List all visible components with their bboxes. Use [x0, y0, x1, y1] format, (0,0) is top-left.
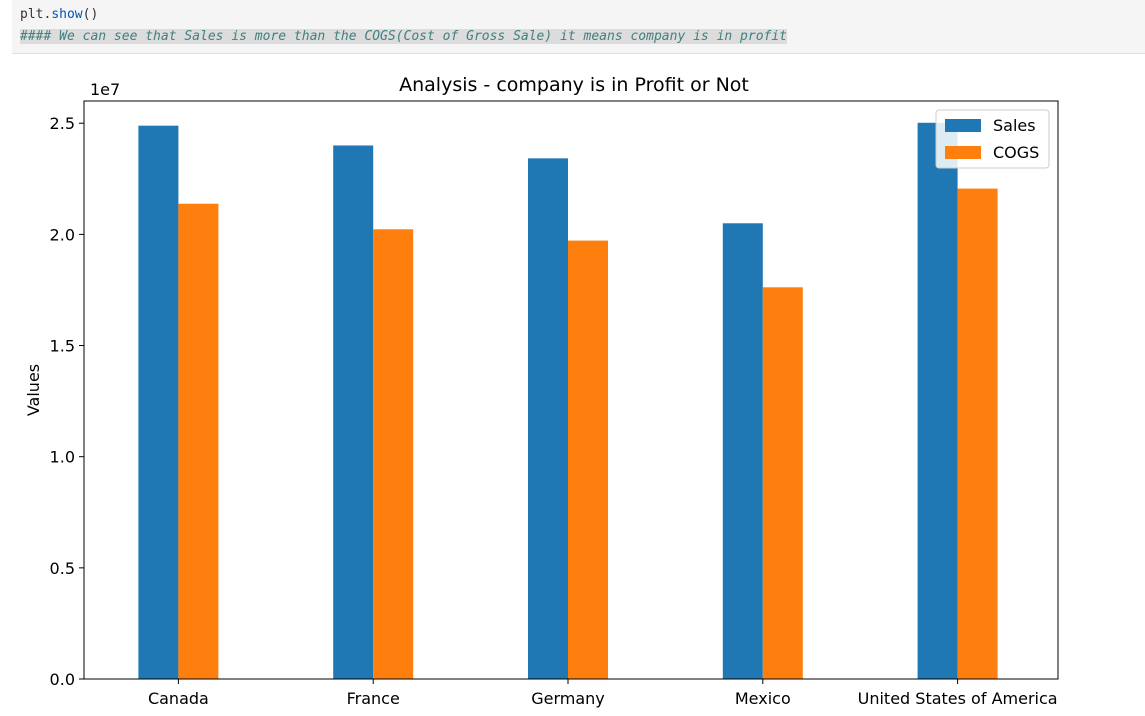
- x-tick-label: Mexico: [735, 689, 791, 708]
- y-tick-label: 2.5: [50, 114, 75, 133]
- y-offset-label: 1e7: [90, 80, 120, 99]
- x-tick-label: France: [347, 689, 400, 708]
- plot-area: Canada France Germany Mexico United States o…: [24, 74, 1059, 708]
- y-tick-label: 1.5: [50, 337, 75, 356]
- legend-label-cogs: COGS: [993, 143, 1039, 162]
- bar-sales-united-states-of-america: [917, 122, 958, 680]
- x-tick-label: United States of America: [858, 689, 1058, 708]
- bar-sales-france: [333, 145, 374, 679]
- bar-cogs-france: [373, 229, 414, 679]
- bar-cogs-united-states-of-america: [957, 188, 998, 679]
- y-tick-label: 0.0: [50, 670, 75, 689]
- x-tick-label: Canada: [148, 689, 209, 708]
- chart-title: Analysis - company is in Profit or Not: [399, 74, 749, 96]
- code-comment-line: #### We can see that Sales is more than …: [20, 29, 788, 44]
- x-tick-label: Germany: [531, 689, 605, 708]
- bar-chart: Canada France Germany Mexico United States o…: [24, 74, 1059, 708]
- bar-cogs-canada: [178, 203, 219, 679]
- bar-sales-canada: [138, 125, 179, 680]
- code-line-show: plt.show(): [20, 7, 99, 22]
- legend-label-sales: Sales: [993, 116, 1036, 135]
- y-tick-label: 1.0: [50, 448, 75, 467]
- code-cell[interactable]: plt.show() #### We can see that Sales is…: [12, 0, 1145, 54]
- bar-sales-mexico: [722, 223, 763, 679]
- legend-swatch-cogs: [945, 146, 981, 159]
- y-axis-label: Values: [24, 364, 43, 416]
- y-tick-label: 0.5: [50, 559, 75, 578]
- bar-cogs-germany: [568, 240, 608, 679]
- axes-frame: [83, 100, 1059, 680]
- y-tick-label: 2.0: [50, 225, 75, 244]
- legend-swatch-sales: [945, 119, 981, 132]
- bar-sales-germany: [528, 158, 568, 680]
- bar-cogs-mexico: [762, 287, 803, 679]
